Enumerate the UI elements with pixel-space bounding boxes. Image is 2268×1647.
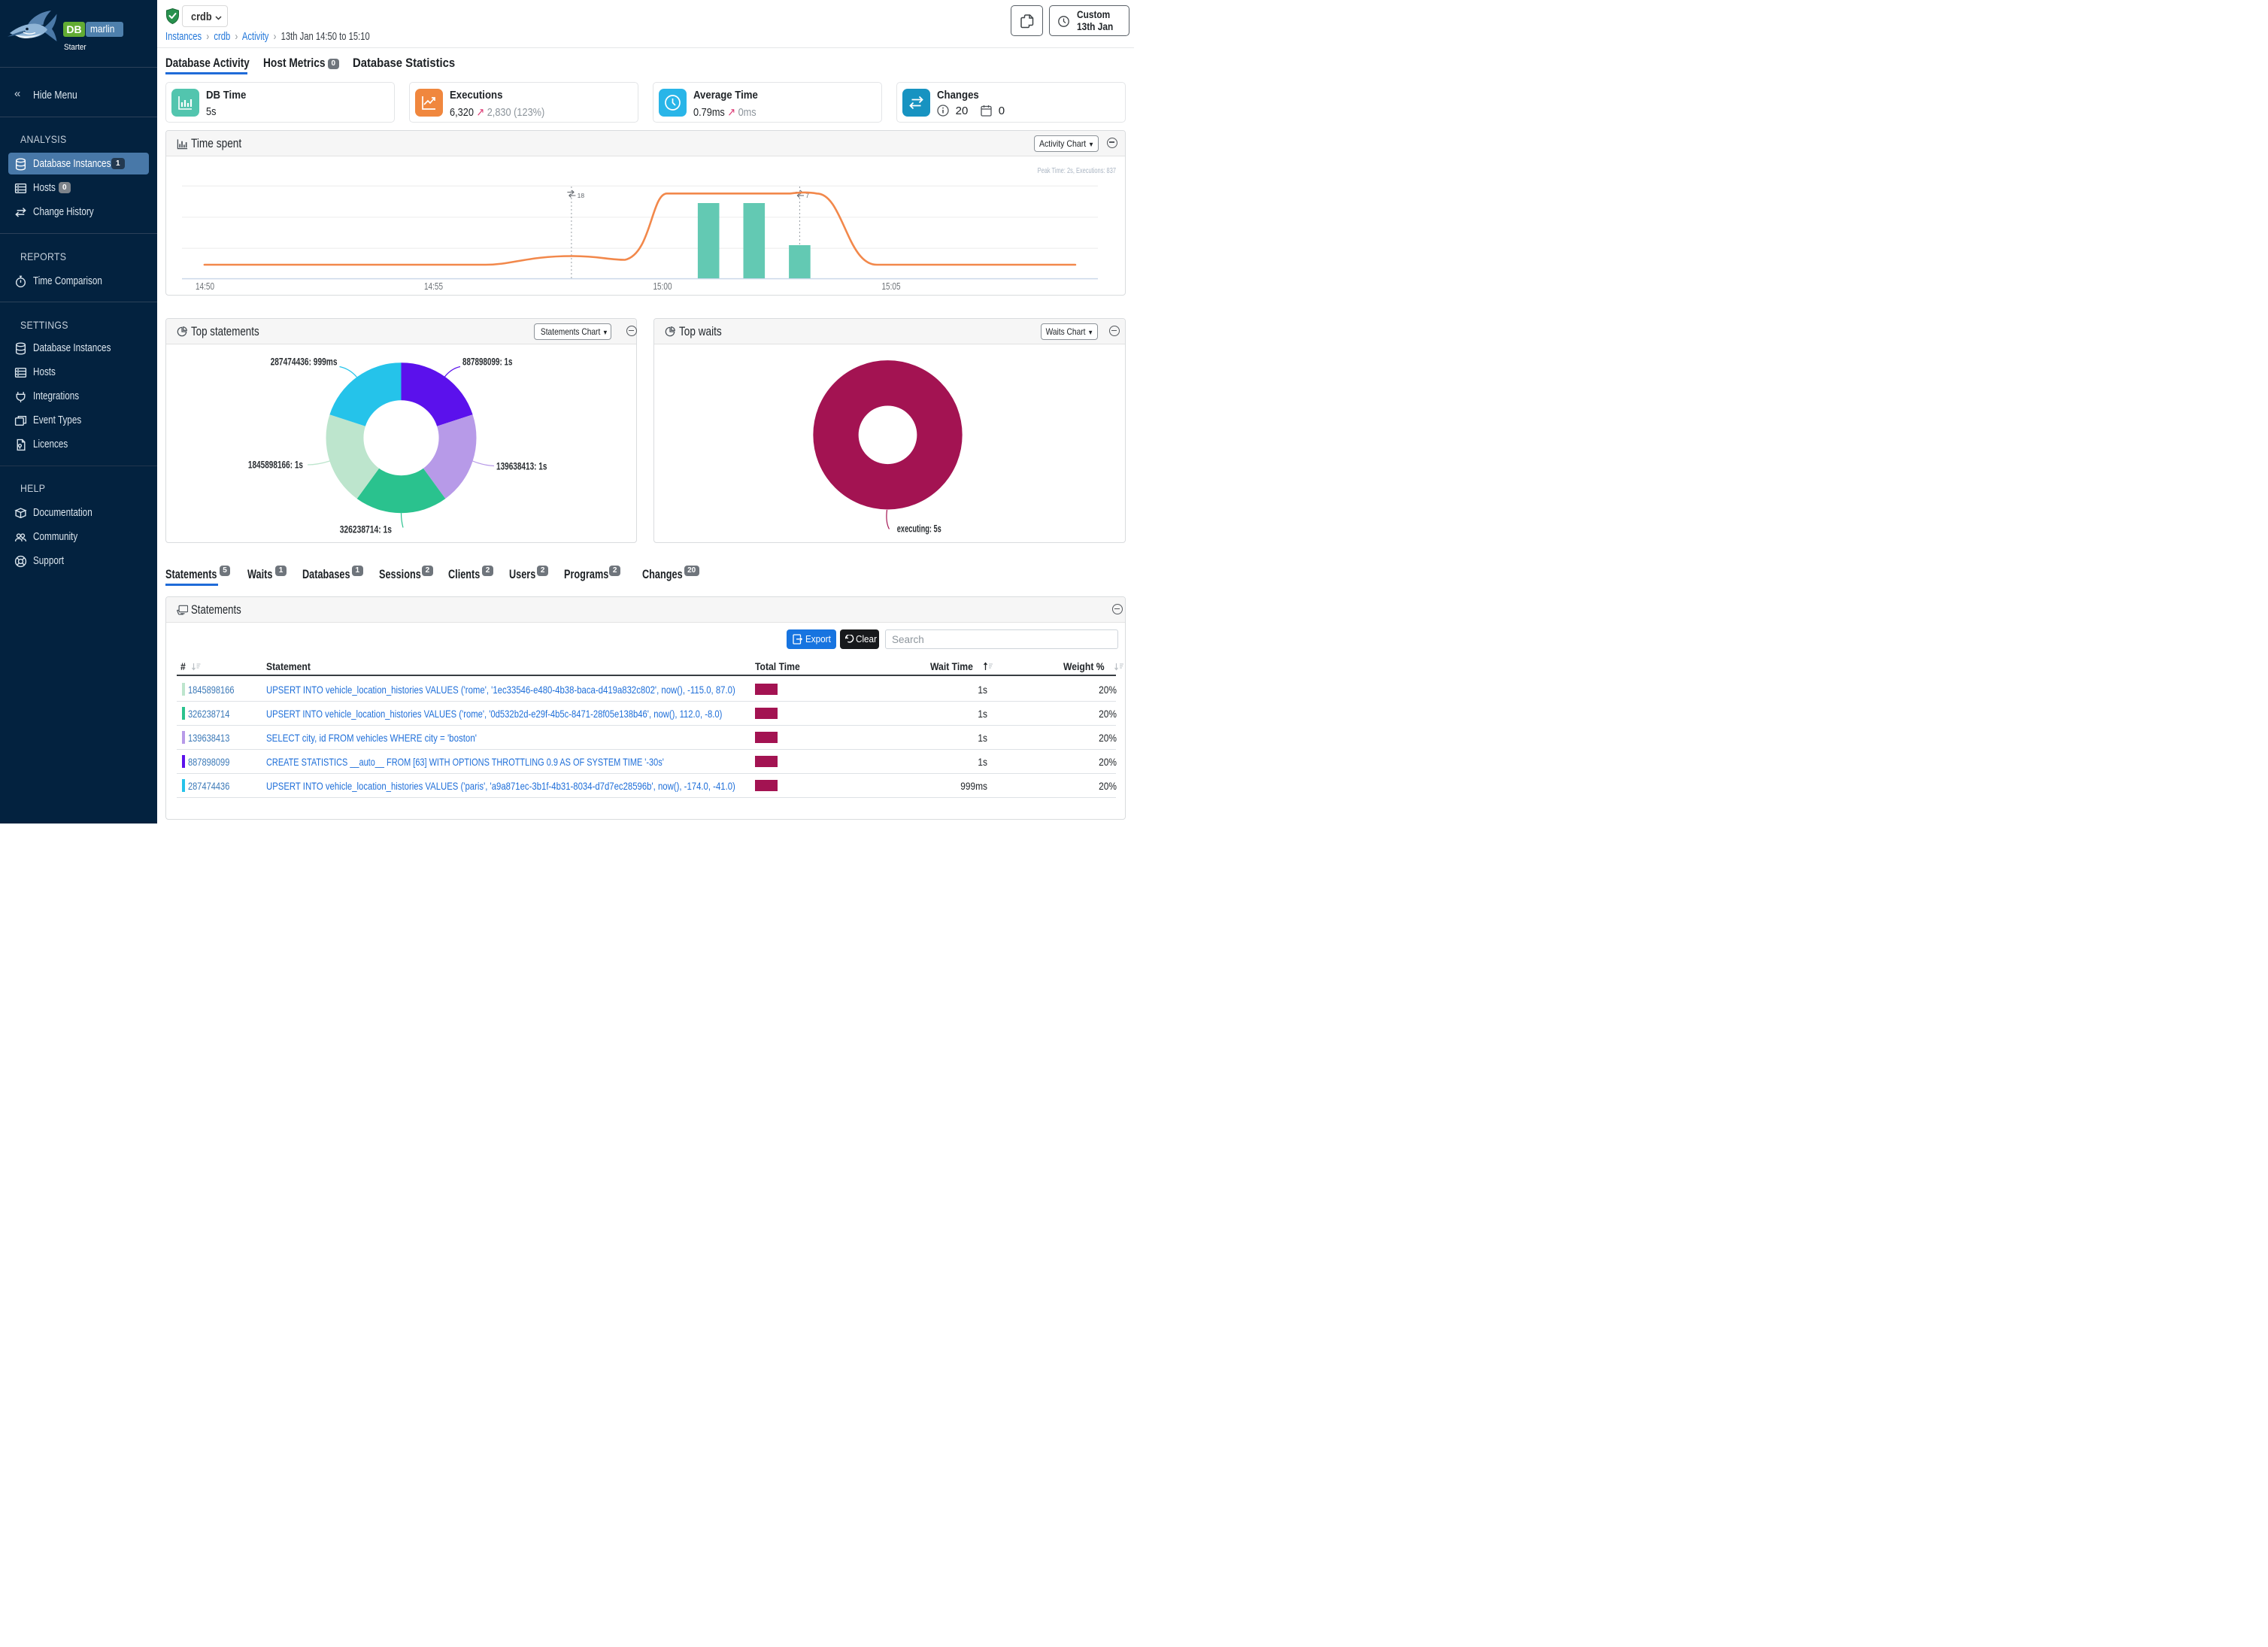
- svg-text:14:55: 14:55: [424, 281, 443, 292]
- svg-text:18: 18: [577, 192, 584, 199]
- svg-text:15:05: 15:05: [881, 281, 900, 292]
- svg-text:287474436: 999ms: 287474436: 999ms: [270, 356, 337, 368]
- svg-text:Peak Time: 2s, Executions: 837: Peak Time: 2s, Executions: 837: [1037, 166, 1116, 175]
- svg-text:1845898166: 1s: 1845898166: 1s: [247, 460, 302, 471]
- svg-text:14:50: 14:50: [196, 281, 214, 292]
- svg-text:326238714: 1s: 326238714: 1s: [339, 524, 391, 535]
- svg-text:15:00: 15:00: [653, 281, 672, 292]
- svg-text:7: 7: [805, 192, 809, 199]
- svg-text:139638413: 1s: 139638413: 1s: [496, 461, 547, 472]
- svg-text:887898099: 1s: 887898099: 1s: [462, 356, 513, 368]
- svg-text:executing: 5s: executing: 5s: [896, 523, 941, 535]
